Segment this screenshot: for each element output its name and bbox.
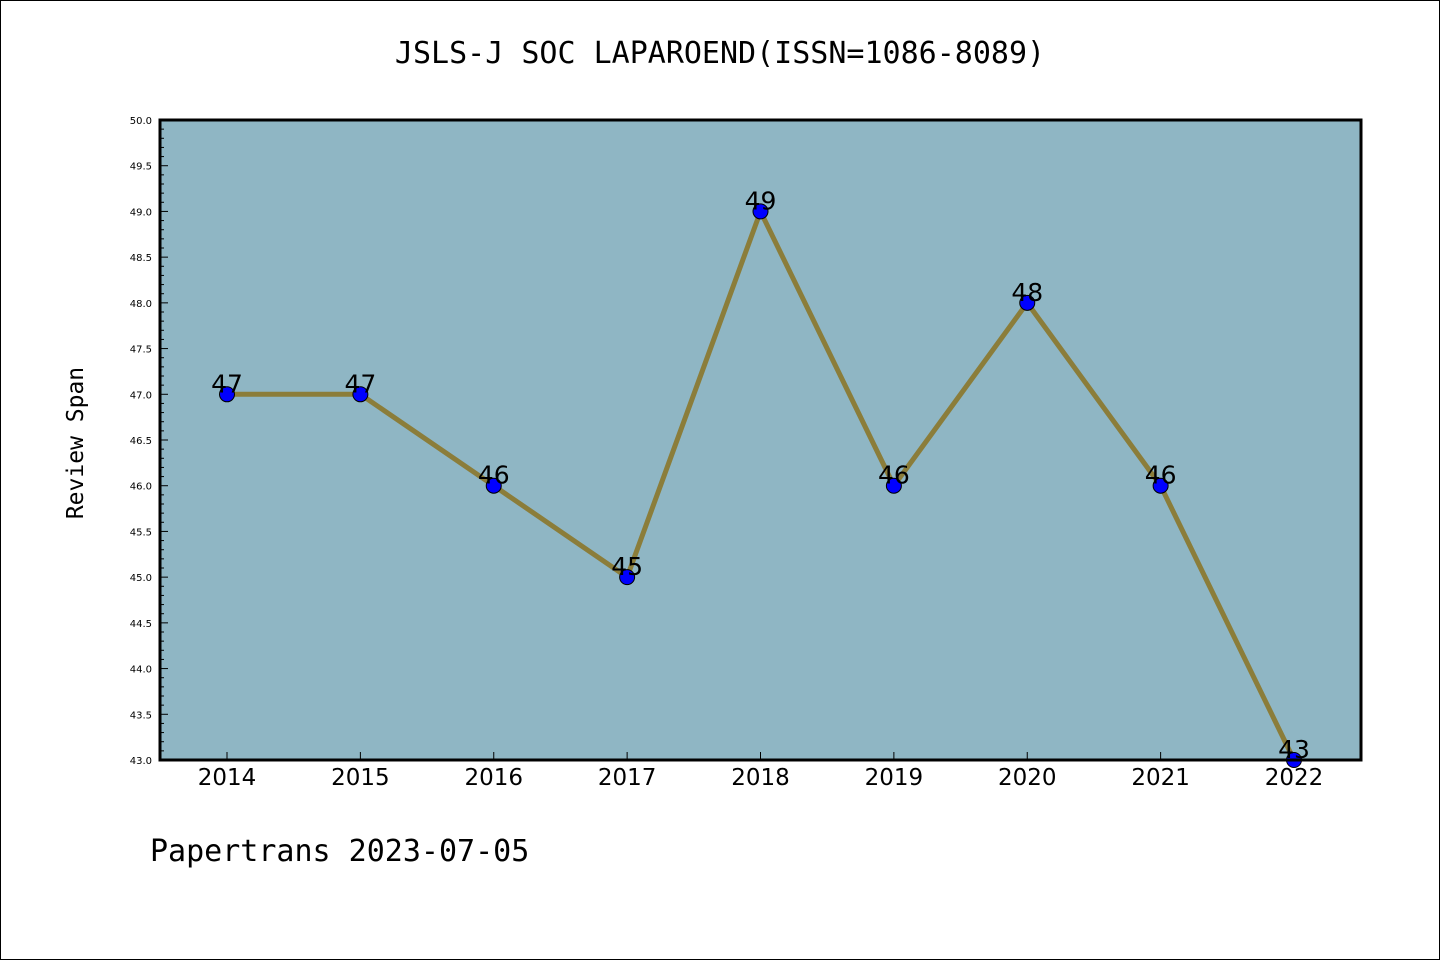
x-tick-label: 2017 — [598, 765, 657, 791]
data-label: 49 — [745, 186, 777, 215]
x-tick-label: 2016 — [464, 765, 523, 791]
y-tick-label: 46.0 — [130, 482, 152, 493]
x-axis-ticks: 2014 2015 2016 2017 2018 2019 2020 2021 2022 — [198, 752, 1324, 791]
data-point — [1152, 477, 1169, 494]
data-label: 45 — [611, 552, 643, 581]
y-tick-label: 44.0 — [130, 665, 152, 676]
x-tick-label: 2014 — [198, 765, 257, 791]
chart-title: JSLS-J SOC LAPAROEND(ISSN=1086-8089) — [394, 36, 1046, 71]
data-point — [485, 477, 502, 494]
footer-text: Papertrans 2023-07-05 — [150, 834, 530, 869]
data-point — [619, 569, 636, 586]
data-point — [352, 386, 369, 403]
x-tick-label: 2019 — [865, 765, 924, 791]
plot-area — [160, 120, 1361, 760]
x-tick-label: 2020 — [998, 765, 1057, 791]
y-tick-label: 49.0 — [130, 207, 152, 218]
plot-border — [158, 118, 1363, 762]
x-tick-label: 2021 — [1131, 765, 1190, 791]
y-tick-label: 46.5 — [130, 436, 152, 447]
y-tick-label: 48.5 — [130, 253, 152, 264]
y-tick-label: 45.0 — [130, 573, 152, 584]
data-point — [885, 477, 902, 494]
data-label: 47 — [211, 369, 243, 398]
y-tick-label: 43.0 — [130, 756, 152, 767]
y-tick-label: 44.5 — [130, 619, 152, 630]
data-label: 46 — [478, 461, 510, 490]
x-tick-label: 2015 — [331, 765, 390, 791]
y-tick-label: 48.0 — [130, 299, 152, 310]
data-label: 47 — [344, 369, 376, 398]
data-point — [752, 203, 769, 220]
y-tick-label: 49.5 — [130, 162, 152, 173]
y-axis-ticks: 43.0 43.5 44.0 44.5 45.0 45.5 46.0 46.5 47.0 47.5… — [130, 116, 168, 767]
x-tick-label: 2018 — [731, 765, 790, 791]
y-tick-label: 50.0 — [130, 116, 152, 127]
points-group — [219, 203, 1302, 768]
data-label: 48 — [1011, 278, 1043, 307]
data-label: 46 — [1145, 461, 1177, 490]
y-tick-label: 47.0 — [130, 390, 152, 401]
y-tick-label: 43.5 — [130, 710, 152, 721]
data-label: 46 — [878, 461, 910, 490]
y-tick-label: 45.5 — [130, 527, 152, 538]
y-tick-label: 47.5 — [130, 345, 152, 356]
data-point — [1019, 294, 1036, 311]
x-tick-label: 2022 — [1265, 765, 1324, 791]
data-point — [219, 386, 235, 403]
